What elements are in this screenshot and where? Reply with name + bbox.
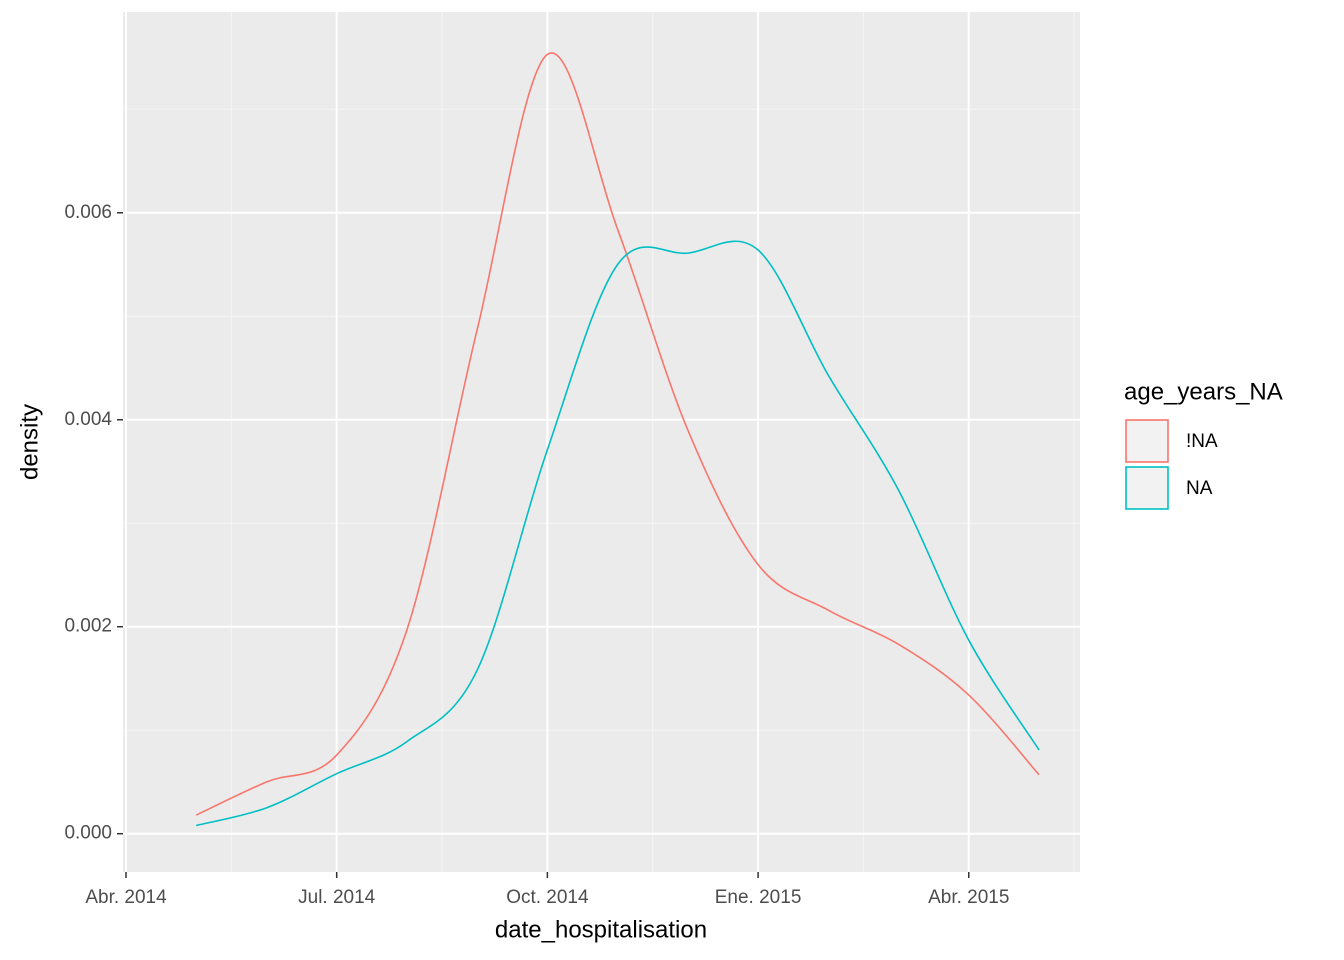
y-tick-label: 0.000 xyxy=(64,823,112,844)
legend-key xyxy=(1125,466,1169,510)
x-tick-label: Ene. 2015 xyxy=(715,887,802,908)
legend-key xyxy=(1125,419,1169,463)
y-tick-label: 0.004 xyxy=(64,409,112,430)
x-tick-label: Abr. 2014 xyxy=(85,887,167,908)
y-tick-label: 0.006 xyxy=(64,202,112,223)
y-tick-label: 0.002 xyxy=(64,616,112,637)
x-axis-label: date_hospitalisation xyxy=(495,916,707,943)
x-tick-label: Jul. 2014 xyxy=(298,887,376,908)
legend-label: NA xyxy=(1186,478,1213,499)
panel xyxy=(123,12,1080,872)
x-tick-label: Abr. 2015 xyxy=(928,887,1009,908)
density-line xyxy=(196,240,1040,827)
legend-label: !NA xyxy=(1186,431,1218,452)
x-tick-label: Oct. 2014 xyxy=(506,887,589,908)
y-axis-label: density xyxy=(16,404,43,480)
legend-title: age_years_NA xyxy=(1124,378,1283,405)
density-line xyxy=(195,52,1040,816)
